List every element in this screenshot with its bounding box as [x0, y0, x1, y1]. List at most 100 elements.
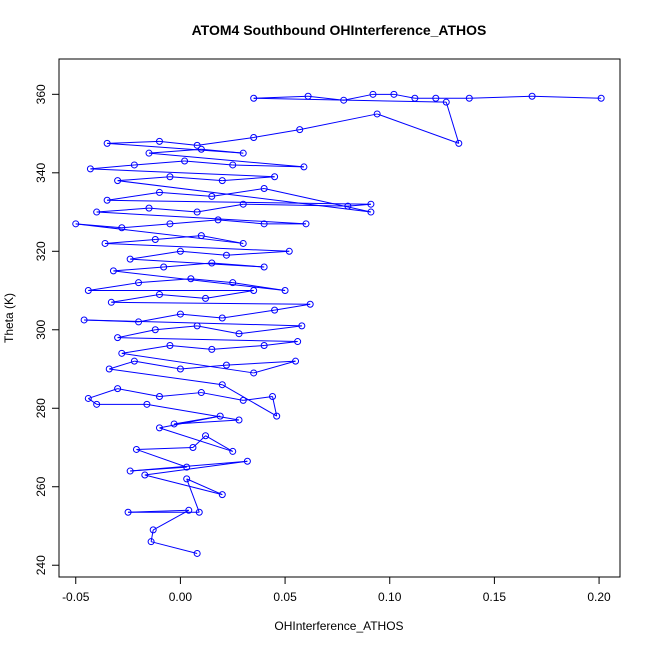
series-segment — [222, 384, 277, 417]
series-segment — [197, 136, 254, 146]
data-point — [84, 287, 92, 295]
data-point — [124, 508, 132, 516]
series-segment — [111, 301, 311, 305]
series-segment — [174, 415, 221, 425]
series-segment — [222, 309, 275, 319]
series-segment — [121, 352, 254, 374]
series-segment — [130, 258, 265, 268]
series-segment — [134, 360, 181, 370]
y-tick-label: 300 — [34, 319, 48, 339]
series-segment — [144, 460, 248, 476]
series-segment — [109, 360, 135, 370]
data-point — [442, 98, 450, 106]
series-segment — [377, 113, 459, 144]
data-point — [147, 538, 155, 546]
data-point — [597, 94, 605, 102]
data-point — [271, 306, 279, 314]
x-tick-label: -0.05 — [62, 590, 90, 604]
series-segment — [107, 142, 244, 154]
series-segment — [190, 278, 233, 284]
data-point — [229, 447, 237, 455]
data-point — [130, 161, 138, 169]
data-point — [216, 412, 224, 420]
data-point — [367, 200, 375, 208]
data-point — [166, 220, 174, 228]
series-segment — [184, 160, 233, 166]
series-segment — [117, 329, 156, 339]
data-point — [155, 424, 163, 432]
data-point — [151, 236, 159, 244]
series-segment — [159, 427, 233, 452]
data-point — [218, 491, 226, 499]
series-segment — [117, 337, 298, 343]
data-point — [214, 216, 222, 224]
data-point — [273, 412, 281, 420]
series-segment — [130, 466, 187, 472]
x-tick-label: 0.00 — [169, 590, 193, 604]
data-point — [107, 298, 115, 306]
x-axis-label: OHInterference_ATHOS — [274, 619, 403, 633]
series-segment — [174, 419, 240, 425]
data-point — [432, 94, 440, 102]
data-point — [222, 251, 230, 259]
data-point — [197, 145, 205, 153]
series-segment — [197, 325, 240, 335]
series-segment — [130, 250, 181, 260]
data-point — [271, 173, 279, 181]
data-point — [118, 224, 126, 232]
data-point — [183, 463, 191, 471]
data-point — [296, 126, 304, 134]
data-point — [155, 137, 163, 145]
data-point — [528, 92, 536, 100]
data-point — [80, 316, 88, 324]
series-segment — [253, 95, 309, 99]
y-tick-label: 260 — [34, 476, 48, 496]
x-tick-label: 0.20 — [587, 590, 611, 604]
series-segment — [148, 152, 304, 168]
data-point — [155, 290, 163, 298]
data-point — [281, 287, 289, 295]
data-point — [93, 208, 101, 216]
series-segment — [253, 129, 300, 138]
series-segment — [226, 360, 296, 366]
data-point — [465, 94, 473, 102]
series-segment — [117, 180, 371, 213]
series-segment — [90, 168, 275, 178]
data-point — [208, 259, 216, 267]
data-point — [84, 394, 92, 402]
data-point — [193, 208, 201, 216]
y-tick-label: 360 — [34, 84, 48, 104]
data-point — [294, 338, 302, 346]
series-segment — [308, 95, 344, 101]
data-point — [176, 365, 184, 373]
series-segment — [105, 242, 290, 252]
data-point — [250, 287, 258, 295]
data-point — [302, 220, 310, 228]
x-tick-label: 0.05 — [273, 590, 297, 604]
data-point — [239, 396, 247, 404]
data-point — [304, 92, 312, 100]
series-segment — [218, 219, 265, 225]
data-point — [114, 177, 122, 185]
data-point — [193, 549, 201, 557]
series-segment — [159, 392, 202, 397]
data-point — [135, 279, 143, 287]
y-tick-label: 240 — [34, 555, 48, 575]
series-segment — [445, 102, 460, 144]
series-segment — [169, 176, 223, 182]
series-segment — [136, 447, 193, 450]
series-segment — [136, 448, 187, 468]
data-point — [114, 334, 122, 342]
y-tick-label: 320 — [34, 241, 48, 261]
series-segment — [138, 313, 181, 323]
data-point — [195, 508, 203, 516]
data-point — [239, 200, 247, 208]
data-point — [208, 192, 216, 200]
data-point — [260, 220, 268, 228]
series-segment — [159, 140, 198, 146]
data-point — [143, 400, 151, 408]
data-point — [367, 208, 375, 216]
data-point — [292, 357, 300, 365]
series-segment — [88, 398, 97, 405]
data-point — [181, 157, 189, 165]
